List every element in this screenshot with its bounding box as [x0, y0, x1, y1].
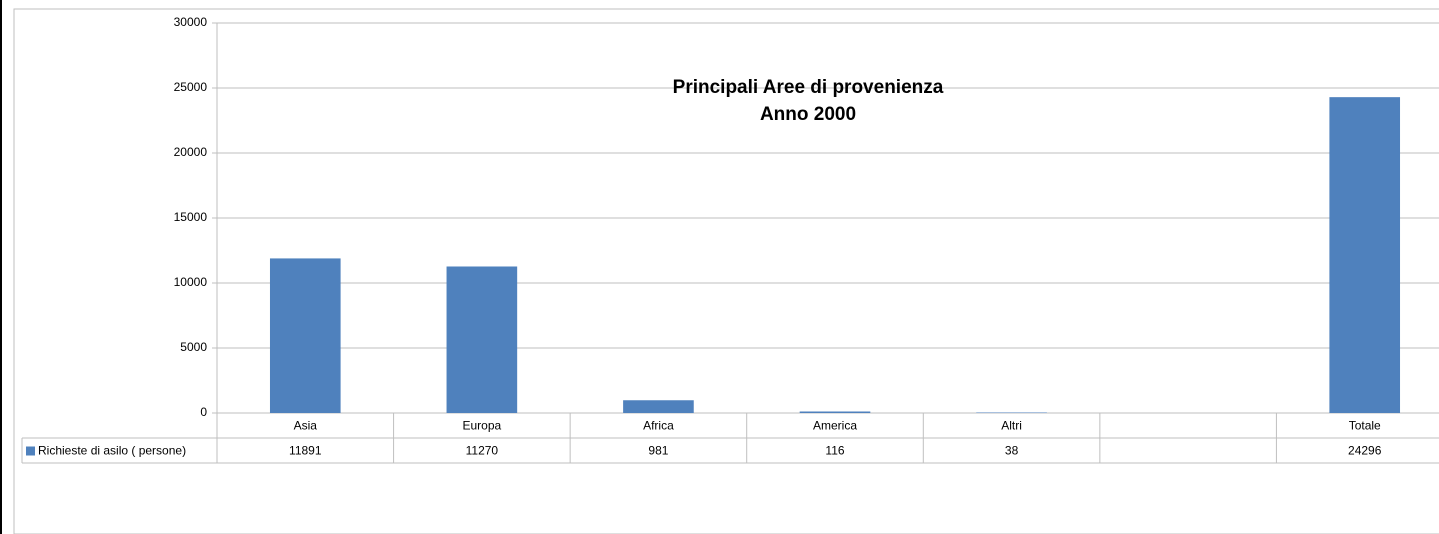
y-tick-label: 30000 — [174, 15, 208, 29]
legend-label: Richieste di asilo ( persone) — [38, 444, 186, 458]
table-value: 24296 — [1348, 444, 1382, 458]
table-value: 116 — [825, 444, 844, 458]
bar — [623, 400, 694, 413]
x-tick-label: America — [813, 419, 857, 433]
bar — [269, 258, 341, 413]
y-tick-label: 20000 — [174, 145, 208, 159]
x-tick-label: Africa — [643, 419, 674, 433]
table-value: 981 — [648, 444, 668, 458]
legend-key — [26, 446, 35, 456]
chart-title: Principali Aree di provenienza — [673, 77, 944, 98]
marks — [269, 97, 1401, 413]
bar — [446, 266, 518, 413]
y-tick-label: 15000 — [174, 210, 208, 224]
bar — [1329, 97, 1401, 413]
bar — [799, 411, 871, 413]
y-tick-label: 10000 — [174, 275, 208, 289]
y-tick-label: 0 — [200, 405, 207, 419]
y-tick-label: 25000 — [174, 80, 208, 94]
x-tick-label: Europa — [463, 419, 502, 433]
x-tick-label: Altri — [1001, 419, 1022, 433]
table-value: 11891 — [289, 444, 322, 458]
table-value: 11270 — [466, 444, 499, 458]
x-tick-label: Totale — [1349, 419, 1381, 433]
y-tick-label: 5000 — [180, 340, 207, 354]
x-tick-label: Asia — [294, 419, 318, 433]
table-value: 38 — [1005, 444, 1019, 458]
chart-area — [13, 8, 1439, 534]
chart-subtitle: Anno 2000 — [760, 104, 856, 125]
